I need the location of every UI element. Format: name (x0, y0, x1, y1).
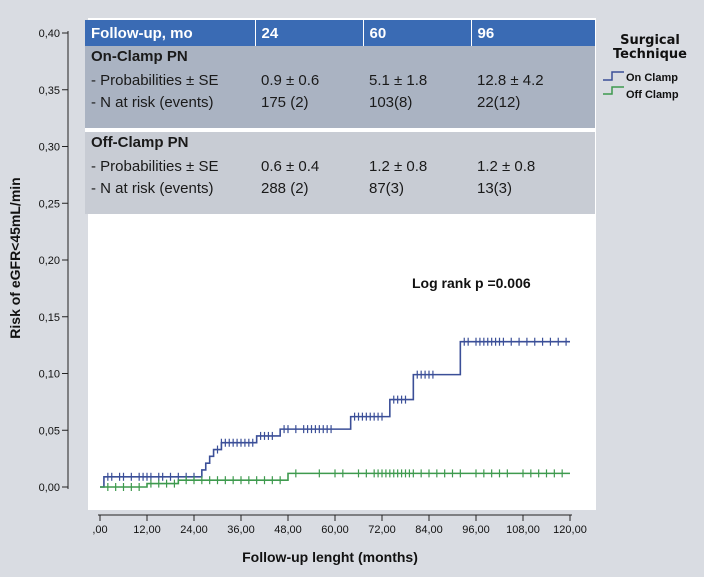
off-clamp-atrisk-96: 13(3) (477, 180, 513, 197)
off-clamp-title-row: Off-Clamp PN (85, 132, 595, 156)
off-clamp-prob-96: 1.2 ± 0.8 (477, 158, 536, 175)
legend: Surgical Technique On Clamp Off Clamp (603, 33, 687, 101)
y-tick-label: 0,15 (39, 312, 60, 324)
legend-swatch-on-clamp (603, 71, 624, 81)
log-rank-annotation: Log rank p =0.006 (412, 275, 531, 291)
y-tick-label: 0,35 (39, 85, 60, 97)
risk-table: Follow-up, mo 24 60 96 On-Clamp PN - Pro… (85, 20, 595, 214)
off-clamp-prob-60: 1.2 ± 0.8 (369, 158, 428, 175)
x-tick-label: ,00 (92, 524, 107, 536)
x-tick-label: 36,00 (227, 524, 255, 536)
on-clamp-title: On-Clamp PN (85, 46, 255, 70)
on-clamp-atrisk-24: 175 (2) (261, 94, 309, 111)
y-tick-label: 0,25 (39, 198, 60, 210)
legend-title-line1: Surgical (620, 33, 680, 48)
off-clamp-atrisk-60: 87(3) (369, 180, 405, 197)
y-tick-label: 0,00 (39, 482, 60, 494)
legend-title-line2: Technique (613, 47, 687, 62)
x-tick-label: 84,00 (415, 524, 443, 536)
on-clamp-values-row: - Probabilities ± SE - N at risk (events… (85, 70, 595, 128)
x-axis-title: Follow-up lenght (months) (242, 549, 418, 565)
on-clamp-atrisk-96: 22(12) (477, 94, 521, 111)
y-axis-title: Risk of eGFR<45mL/min (7, 177, 23, 338)
x-tick-label: 96,00 (462, 524, 490, 536)
x-tick-label: 108,00 (506, 524, 540, 536)
on-clamp-title-row: On-Clamp PN (85, 46, 595, 70)
x-tick-label: 12,00 (133, 524, 161, 536)
header-60: 60 (363, 20, 472, 46)
on-clamp-atrisk-label: - N at risk (events) (91, 94, 214, 111)
on-clamp-prob-60: 5.1 ± 1.8 (369, 72, 428, 89)
x-tick-label: 24,00 (180, 524, 208, 536)
header-24: 24 (255, 20, 364, 46)
off-clamp-atrisk-24: 288 (2) (261, 180, 309, 197)
off-clamp-title: Off-Clamp PN (85, 132, 255, 156)
off-clamp-prob-24: 0.6 ± 0.4 (261, 158, 320, 175)
x-tick-label: 60,00 (321, 524, 349, 536)
legend-swatch-off-clamp (603, 86, 624, 95)
header-96: 96 (471, 20, 595, 46)
legend-label-off-clamp: Off Clamp (626, 89, 679, 101)
on-clamp-prob-label: - Probabilities ± SE (91, 72, 219, 89)
y-tick-label: 0,10 (39, 369, 60, 381)
y-tick-label: 0,30 (39, 142, 60, 154)
off-clamp-atrisk-label: - N at risk (events) (91, 180, 214, 197)
x-tick-label: 120,00 (553, 524, 587, 536)
off-clamp-values-row: - Probabilities ± SE - N at risk (events… (85, 156, 595, 214)
off-clamp-prob-label: - Probabilities ± SE (91, 158, 219, 175)
on-clamp-prob-24: 0.9 ± 0.6 (261, 72, 320, 89)
series-line-off-clamp (100, 472, 570, 488)
on-clamp-atrisk-60: 103(8) (369, 94, 413, 111)
legend-label-on-clamp: On Clamp (626, 72, 678, 84)
y-tick-label: 0,40 (39, 28, 60, 40)
header-follow-up: Follow-up, mo (85, 20, 256, 46)
x-tick-label: 48,00 (274, 524, 302, 536)
y-tick-label: 0,20 (39, 255, 60, 267)
x-tick-label: 72,00 (368, 524, 396, 536)
y-tick-label: 0,05 (39, 425, 60, 437)
on-clamp-prob-96: 12.8 ± 4.2 (477, 72, 544, 89)
risk-table-header: Follow-up, mo 24 60 96 (85, 20, 595, 46)
